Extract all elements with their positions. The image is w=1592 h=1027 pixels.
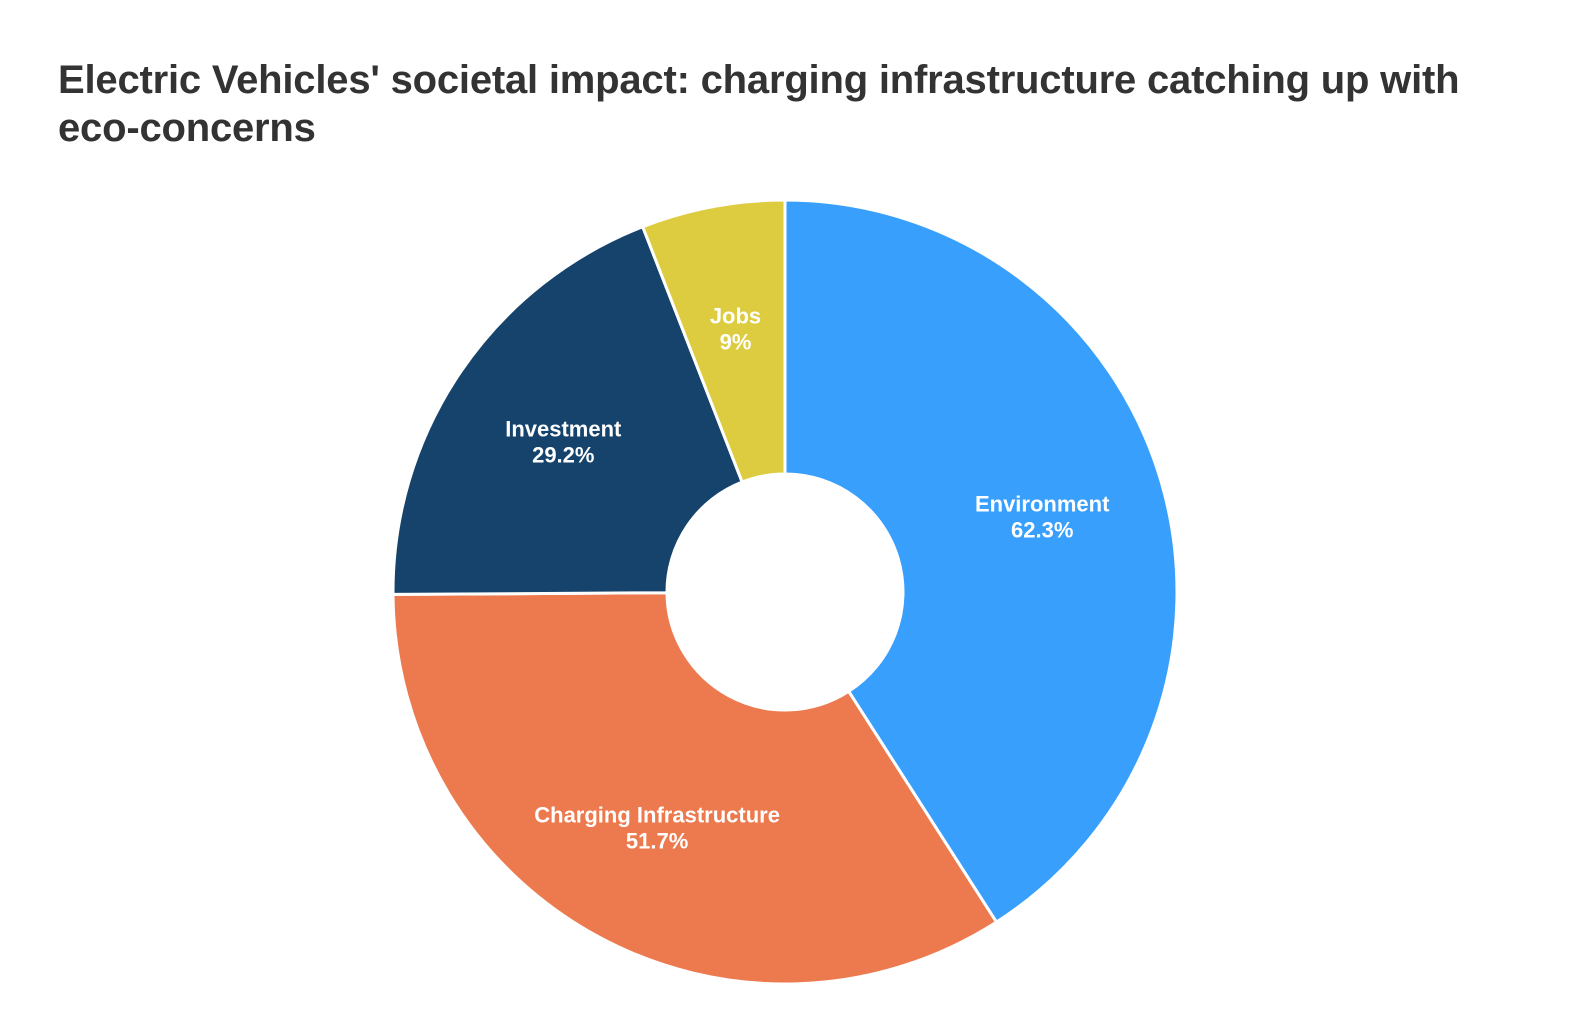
slice-value-environment: 62.3%: [1011, 518, 1073, 543]
slices-group: [391, 198, 1179, 986]
slice-value-jobs: 9%: [720, 330, 752, 355]
slice-investment: [391, 225, 744, 596]
slice-label-environment: Environment: [975, 492, 1110, 517]
slice-charging-infrastructure: [391, 591, 998, 986]
chart-title: Electric Vehicles' societal impact: char…: [58, 58, 1460, 150]
slice-jobs: [641, 198, 787, 484]
slice-label-charging-infrastructure: Charging Infrastructure: [534, 803, 780, 828]
slice-value-investment: 29.2%: [532, 442, 594, 467]
slice-value-charging-infrastructure: 51.7%: [626, 829, 688, 854]
slice-label-investment: Investment: [505, 416, 622, 441]
slice-environment: [783, 198, 1179, 924]
slice-label-jobs: Jobs: [710, 304, 761, 329]
